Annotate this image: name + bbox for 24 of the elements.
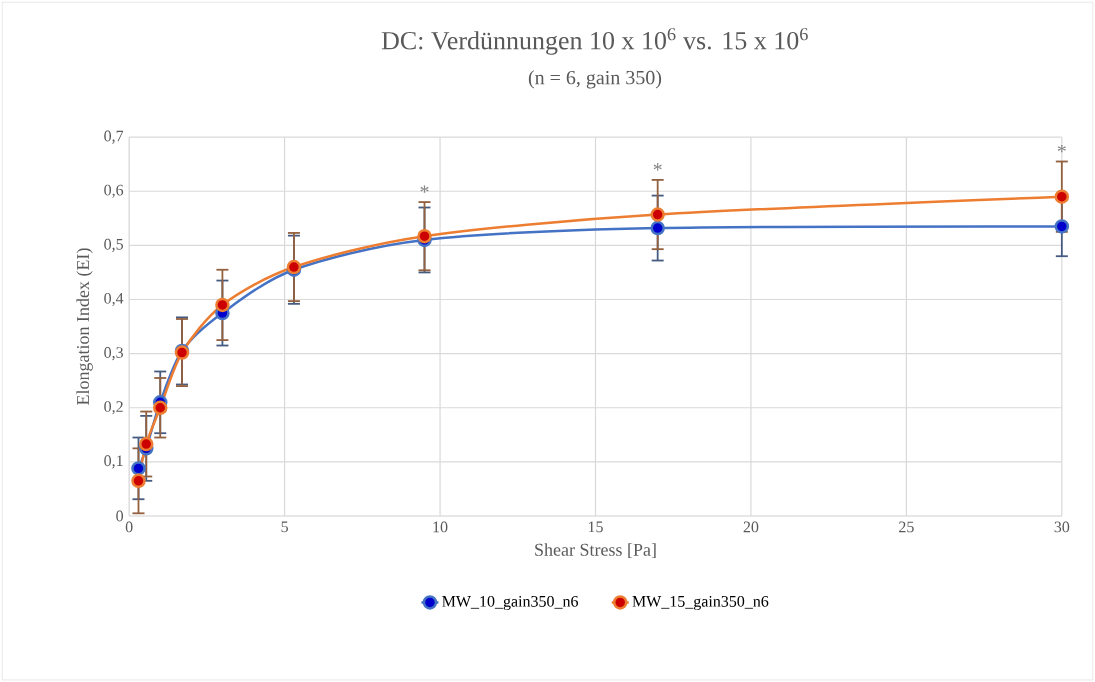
chart-title: DC: Verdünnungen 10 x 10$^{6}$ vs. 15 x 10$^{6}$ [381,28,808,55]
legend-label: MW_10_gain350_n6 [442,595,579,610]
x-axis-title: Shear Stress [Pa] [535,543,656,559]
x-tick-label: 5 [281,521,288,533]
y-tick-label: 0,3 [104,347,123,361]
y-tick-label: 0,5 [104,238,123,252]
x-tick-label: 15 [588,521,603,533]
y-tick-label: 0,7 [104,130,124,144]
chart-subtitle: (n = 6, gain 350) [528,70,662,89]
y-tick-label: 0 [116,510,124,522]
y-tick-label: 0,4 [104,292,124,306]
annotation: * [653,163,662,171]
y-tick-label: 0,2 [104,401,123,415]
y-tick-label: 0,1 [104,455,123,469]
x-tick-label: 20 [743,521,759,533]
annotation: * [1057,144,1066,153]
y-axis-title: Elongation Index (EI) [76,248,93,405]
y-tick-label: 0,6 [104,184,124,198]
x-tick-label: 25 [899,521,914,533]
annotation: * [420,185,429,193]
legend-label: MW_15_gain350_n6 [632,595,769,610]
x-tick-label: 30 [1054,521,1070,533]
x-tick-label: 10 [433,521,448,533]
x-tick-label: 0 [125,521,133,533]
